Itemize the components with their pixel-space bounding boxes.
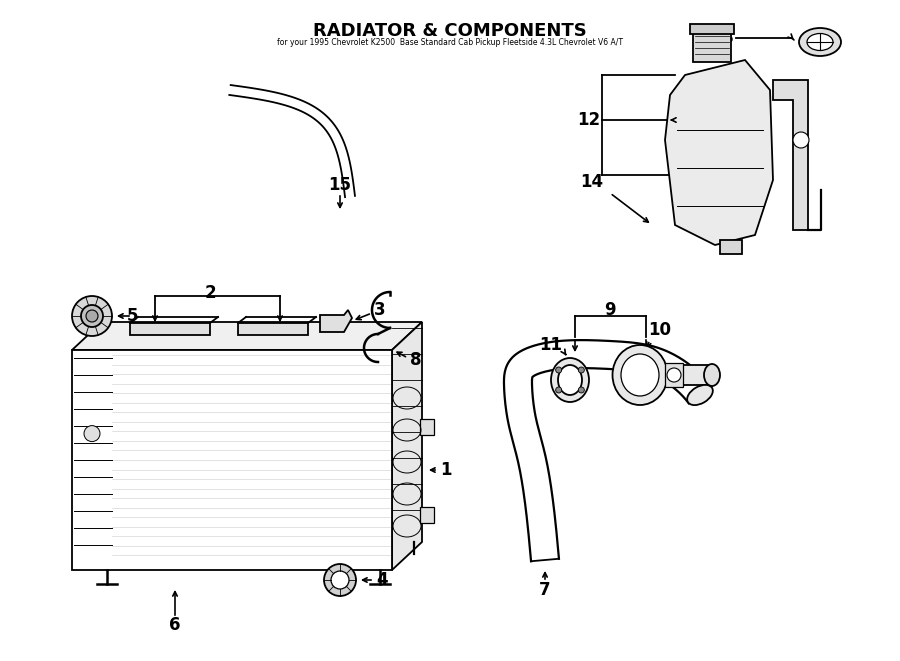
Circle shape [555,367,562,373]
Bar [720,240,742,254]
Ellipse shape [558,365,582,395]
Ellipse shape [799,28,841,56]
Ellipse shape [613,345,668,405]
Ellipse shape [621,354,659,396]
Text: 15: 15 [328,176,352,194]
Circle shape [667,368,681,382]
Circle shape [579,367,584,373]
Text: 5: 5 [127,307,138,325]
Ellipse shape [551,358,589,402]
Ellipse shape [688,385,713,405]
Text: RADIATOR & COMPONENTS: RADIATOR & COMPONENTS [313,22,587,40]
Circle shape [793,132,809,148]
Circle shape [86,310,98,322]
Bar [682,365,712,385]
Bar [130,323,210,335]
Ellipse shape [704,364,720,386]
Circle shape [331,571,349,589]
Polygon shape [320,310,352,332]
Text: 14: 14 [580,173,603,191]
Bar [690,24,734,34]
Text: 2: 2 [204,284,216,302]
Text: 4: 4 [376,571,388,589]
Text: 13: 13 [711,29,734,47]
Bar [238,323,308,335]
Circle shape [555,387,562,393]
Bar [420,419,434,435]
Circle shape [84,426,100,442]
Ellipse shape [807,34,833,50]
Circle shape [72,296,112,336]
Text: 11: 11 [539,336,562,354]
Text: 6: 6 [169,616,181,634]
Circle shape [324,564,356,596]
Bar [420,507,434,523]
Text: 8: 8 [410,351,421,369]
Text: 9: 9 [604,301,616,319]
Bar [693,32,731,62]
Text: 1: 1 [440,461,452,479]
Bar [665,363,683,387]
Circle shape [579,387,584,393]
Polygon shape [665,60,773,245]
Polygon shape [392,322,422,570]
Circle shape [81,305,103,327]
Polygon shape [72,350,392,570]
Polygon shape [72,322,422,350]
Text: 12: 12 [577,111,600,129]
Text: 3: 3 [374,301,385,319]
Polygon shape [773,80,808,230]
Text: 7: 7 [539,581,551,599]
Text: for your 1995 Chevrolet K2500  Base Standard Cab Pickup Fleetside 4.3L Chevrolet: for your 1995 Chevrolet K2500 Base Stand… [277,38,623,47]
Text: 10: 10 [648,321,671,339]
